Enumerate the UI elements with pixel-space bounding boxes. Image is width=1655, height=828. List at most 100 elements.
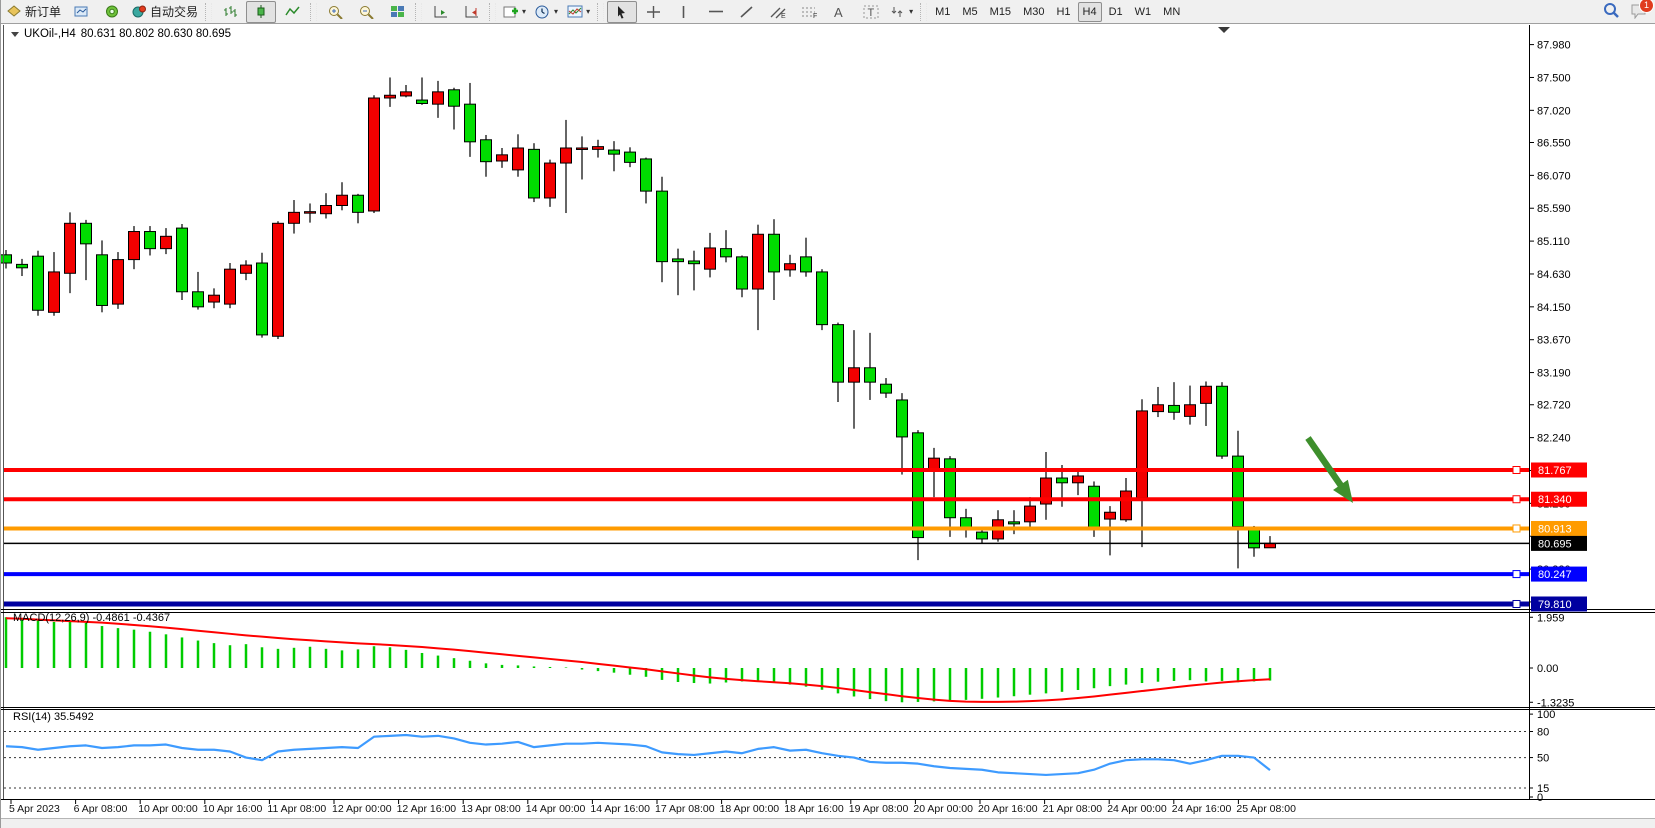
annotation-arrow-head[interactable] [1333, 479, 1353, 503]
candle-up [1136, 410, 1148, 499]
candle-down [1088, 485, 1100, 530]
date-tick: 21 Apr 08:00 [1043, 803, 1103, 815]
new-order-icon [7, 5, 22, 18]
candle-up [1200, 385, 1212, 404]
trendline-button[interactable] [731, 1, 761, 23]
date-tick: 17 Apr 08:00 [655, 803, 715, 815]
fibonacci-button[interactable]: F [793, 1, 823, 23]
chat-button[interactable]: 1 [1630, 0, 1654, 24]
candle-down [736, 256, 748, 290]
price-tick: 87.980 [1537, 40, 1571, 52]
price-tick: 82.720 [1537, 400, 1571, 412]
candles [1, 77, 1276, 569]
candle-up [432, 91, 444, 105]
svg-text:T: T [867, 7, 874, 19]
shapes-icon [890, 5, 905, 18]
rsi-line [5, 733, 1271, 777]
bar-chart-icon [223, 5, 238, 18]
macd-panel: 1.959 0.00 -1.3235 [4, 612, 1574, 709]
candle-down [1056, 477, 1068, 484]
new-chart-button[interactable] [66, 1, 96, 23]
chart-shift-button[interactable] [456, 1, 486, 23]
horizontal-line-button[interactable] [700, 1, 730, 23]
zoom-out-button[interactable] [351, 1, 381, 23]
toolbar-separator [205, 2, 213, 21]
line-chart-button[interactable] [277, 1, 307, 23]
candle-up [560, 147, 572, 164]
tab-timeframe-D1[interactable]: D1 [1108, 5, 1123, 18]
auto-trading-button[interactable]: 自动交易 [128, 1, 202, 23]
text-button[interactable]: A [824, 1, 854, 23]
tab-timeframe-M5[interactable]: M5 [962, 5, 978, 18]
horizontal-line-icon [708, 5, 723, 18]
date-tick: 12 Apr 00:00 [332, 803, 392, 815]
periods-button[interactable]: ▾ [531, 1, 562, 23]
svg-text:E: E [781, 13, 786, 19]
shapes-button[interactable]: ▾ [886, 1, 917, 23]
indicators-button[interactable]: ▾ [499, 1, 530, 23]
search-icon[interactable] [1603, 2, 1620, 24]
candle-down [416, 99, 428, 104]
candle-up [64, 222, 76, 274]
signal-button[interactable] [97, 1, 127, 23]
crosshair-button[interactable] [638, 1, 668, 23]
price-badge-label: 80.695 [1538, 538, 1572, 550]
candle-up [544, 162, 556, 199]
auto-scroll-icon [433, 5, 448, 18]
candle-down [912, 432, 924, 539]
tab-timeframe-M1[interactable]: M1 [935, 5, 951, 18]
tab-timeframe-M15[interactable]: M15 [989, 5, 1012, 18]
vertical-line-button[interactable] [669, 1, 699, 23]
tab-timeframe-H1[interactable]: H1 [1056, 5, 1071, 18]
price-badge-label: 80.247 [1538, 569, 1572, 581]
date-tick: 10 Apr 00:00 [138, 803, 198, 815]
candle-up [1104, 511, 1116, 520]
candle-up [208, 294, 220, 303]
price-tick: 84.630 [1537, 269, 1571, 281]
text-label-button[interactable]: T [855, 1, 885, 23]
new-order-button[interactable]: 新订单 [3, 1, 65, 23]
date-tick: 20 Apr 16:00 [978, 803, 1038, 815]
toolbar-separator [415, 2, 423, 21]
zoom-out-icon [359, 5, 374, 20]
price-badge [1531, 491, 1587, 507]
channel-button[interactable]: E [762, 1, 792, 23]
candlestick-button[interactable] [246, 0, 277, 23]
chevron-down-icon: ▾ [522, 7, 527, 16]
annotation-arrow-shaft[interactable] [1305, 436, 1348, 494]
candle-down [672, 258, 684, 263]
price-badge [1531, 566, 1587, 582]
candle-down [624, 151, 636, 163]
chart-shift-marker[interactable] [1218, 27, 1230, 33]
cursor-button[interactable] [607, 0, 638, 23]
trendline-icon [739, 5, 754, 18]
bar-chart-button[interactable] [215, 1, 245, 23]
candle-down [656, 190, 668, 263]
price-badge [1531, 596, 1587, 612]
candle-down [192, 291, 204, 308]
date-tick: 14 Apr 16:00 [590, 803, 650, 815]
tab-timeframe-MN[interactable]: MN [1163, 5, 1181, 18]
panel-borders [1, 25, 1655, 800]
tile-windows-button[interactable] [382, 1, 412, 23]
tab-timeframe-W1[interactable]: W1 [1134, 5, 1152, 18]
tab-timeframe-H4[interactable]: H4 [1077, 1, 1102, 22]
zoom-in-button[interactable] [320, 1, 350, 23]
line-chart-icon [284, 5, 300, 18]
zoom-in-icon [328, 5, 343, 20]
price-tick: 87.500 [1537, 72, 1571, 84]
candle-up [1152, 404, 1164, 413]
price-badge-label: 81.340 [1538, 494, 1572, 506]
candle-up [240, 264, 252, 274]
candle-down [832, 324, 844, 383]
price-tick: 86.550 [1537, 138, 1571, 150]
templates-button[interactable]: ▾ [563, 1, 594, 23]
status-strip [1, 818, 1655, 828]
auto-scroll-button[interactable] [425, 1, 455, 23]
collapse-icon[interactable] [11, 31, 19, 37]
price-tick: 85.590 [1537, 203, 1571, 215]
macd-tick: -1.3235 [1537, 697, 1574, 709]
tab-timeframe-M30[interactable]: M30 [1023, 5, 1045, 18]
